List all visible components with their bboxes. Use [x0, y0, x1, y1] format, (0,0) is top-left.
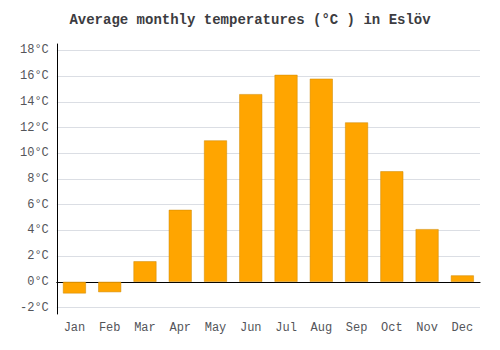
- svg-text:0°C: 0°C: [27, 275, 49, 289]
- svg-text:Jan: Jan: [64, 321, 86, 335]
- svg-text:14°C: 14°C: [20, 95, 49, 109]
- svg-text:Oct: Oct: [381, 321, 403, 335]
- svg-text:4°C: 4°C: [27, 223, 49, 237]
- svg-text:6°C: 6°C: [27, 198, 49, 212]
- svg-text:2°C: 2°C: [27, 249, 49, 263]
- svg-text:Nov: Nov: [416, 321, 438, 335]
- svg-text:Average monthly temperatures (: Average monthly temperatures (°C ) in Es…: [69, 12, 431, 28]
- svg-text:18°C: 18°C: [20, 43, 49, 57]
- svg-text:May: May: [205, 321, 227, 335]
- svg-text:Sep: Sep: [346, 321, 368, 335]
- svg-text:16°C: 16°C: [20, 69, 49, 83]
- svg-text:Feb: Feb: [99, 321, 121, 335]
- svg-text:-2°C: -2°C: [20, 301, 49, 315]
- svg-text:8°C: 8°C: [27, 172, 49, 186]
- svg-text:Mar: Mar: [134, 321, 156, 335]
- svg-text:Jul: Jul: [275, 321, 297, 335]
- svg-text:12°C: 12°C: [20, 121, 49, 135]
- svg-text:Aug: Aug: [310, 321, 332, 335]
- svg-text:Jun: Jun: [240, 321, 262, 335]
- svg-text:Apr: Apr: [169, 321, 191, 335]
- svg-text:Dec: Dec: [452, 321, 474, 335]
- svg-text:10°C: 10°C: [20, 146, 49, 160]
